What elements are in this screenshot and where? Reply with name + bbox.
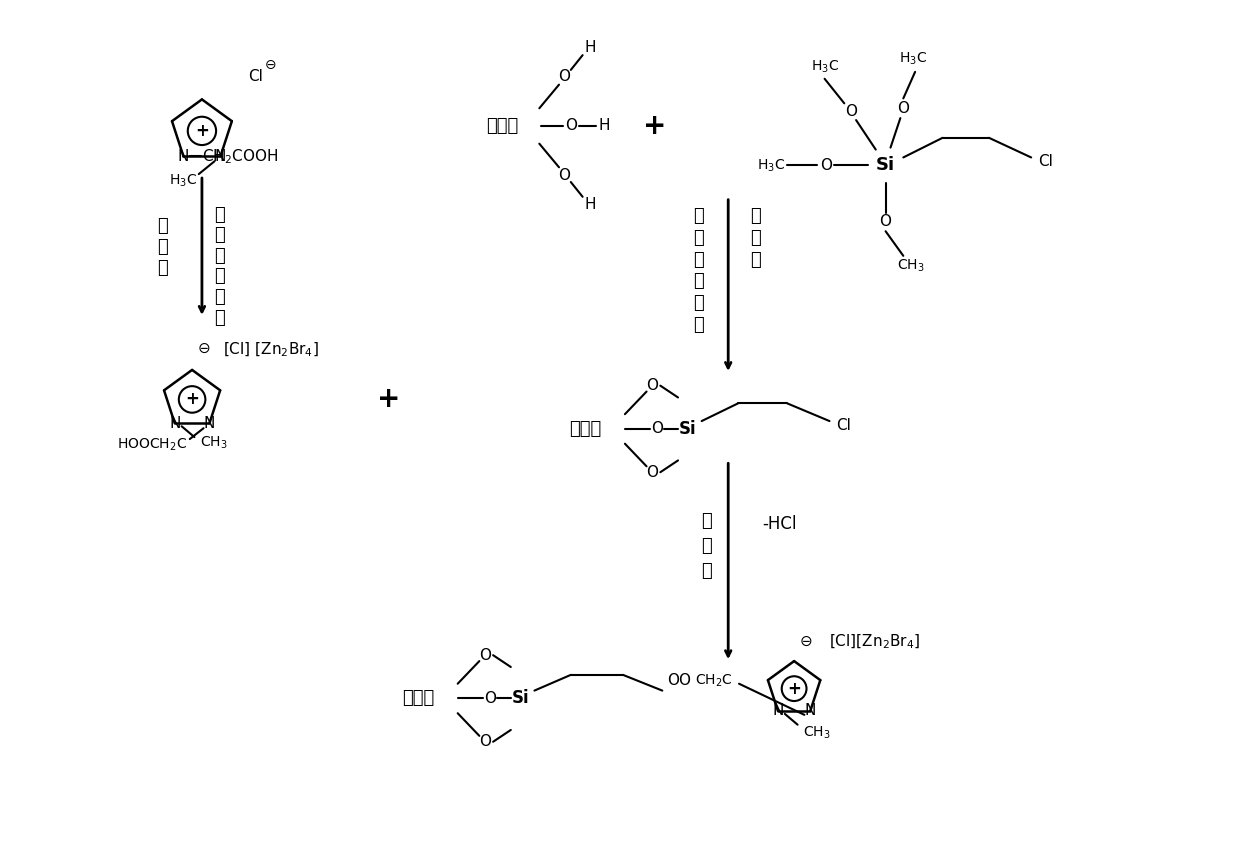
Text: H$_3$C: H$_3$C <box>811 59 838 75</box>
Text: +: + <box>642 112 666 140</box>
Text: N: N <box>203 416 215 431</box>
Text: 化: 化 <box>157 238 167 256</box>
Text: 液: 液 <box>215 288 224 306</box>
Text: Si: Si <box>512 689 529 707</box>
Text: -HCl: -HCl <box>763 516 796 534</box>
Text: O: O <box>651 421 663 437</box>
Text: O: O <box>564 118 577 134</box>
Text: 体: 体 <box>215 309 224 327</box>
Text: Si: Si <box>680 420 697 438</box>
Text: 分子筛: 分子筛 <box>402 689 434 707</box>
Text: H$_3$C: H$_3$C <box>758 157 785 174</box>
Text: O: O <box>479 648 491 663</box>
Text: CH$_3$: CH$_3$ <box>898 258 925 274</box>
Text: O: O <box>846 104 857 118</box>
Text: HOOCH$_2$C: HOOCH$_2$C <box>118 437 187 453</box>
Text: ⊖: ⊖ <box>265 58 277 72</box>
Text: 溴: 溴 <box>157 217 167 236</box>
Text: H: H <box>585 40 596 54</box>
Text: N: N <box>805 704 816 718</box>
Text: O: O <box>558 69 570 84</box>
Text: +: + <box>195 122 208 140</box>
Text: 化: 化 <box>701 562 712 580</box>
Text: Si: Si <box>875 157 895 174</box>
Text: H$_3$C: H$_3$C <box>169 173 197 189</box>
Text: O: O <box>484 691 496 706</box>
Text: O: O <box>898 100 909 116</box>
Text: O: O <box>879 214 892 229</box>
Text: 合: 合 <box>215 226 224 244</box>
Text: [Cl] [Zn$_2$Br$_4$]: [Cl] [Zn$_2$Br$_4$] <box>223 341 319 359</box>
Text: 分子筛: 分子筛 <box>569 420 601 438</box>
Text: 筛: 筛 <box>693 251 704 269</box>
Text: 载: 载 <box>701 537 712 555</box>
Text: 复: 复 <box>215 205 224 224</box>
Text: Cl: Cl <box>836 418 851 432</box>
Text: N: N <box>177 149 190 164</box>
Text: 烷: 烷 <box>693 294 704 312</box>
Text: 脱: 脱 <box>750 208 761 226</box>
Text: 子: 子 <box>215 267 224 285</box>
Text: +: + <box>377 386 401 414</box>
Text: H$_3$C: H$_3$C <box>899 51 928 67</box>
Text: 化: 化 <box>693 316 704 334</box>
Text: 分子筛: 分子筛 <box>486 117 518 135</box>
Text: O: O <box>821 157 832 173</box>
Text: N: N <box>215 149 226 164</box>
Text: 离: 离 <box>215 247 224 265</box>
Text: OO: OO <box>667 673 691 688</box>
Text: O: O <box>646 378 658 393</box>
Text: CH$_2$COOH: CH$_2$COOH <box>202 147 279 166</box>
Text: 固: 固 <box>701 512 712 530</box>
Text: O: O <box>558 168 570 183</box>
Text: Cl: Cl <box>1038 154 1053 168</box>
Text: N: N <box>773 704 784 718</box>
Text: ⊖: ⊖ <box>197 340 211 356</box>
Text: N: N <box>169 416 181 431</box>
Text: CH$_2$C: CH$_2$C <box>694 672 733 689</box>
Text: 乙: 乙 <box>750 229 761 247</box>
Text: H: H <box>585 197 596 212</box>
Text: +: + <box>787 680 801 698</box>
Text: H: H <box>599 118 610 134</box>
Text: CH$_3$: CH$_3$ <box>804 724 831 740</box>
Text: CH$_3$: CH$_3$ <box>201 435 228 451</box>
Text: Cl: Cl <box>248 69 263 84</box>
Text: +: + <box>185 391 200 408</box>
Text: O: O <box>479 734 491 749</box>
Text: 硅: 硅 <box>693 272 704 290</box>
Text: 子: 子 <box>693 229 704 247</box>
Text: O: O <box>646 465 658 480</box>
Text: 锌: 锌 <box>157 259 167 277</box>
Text: [Cl][Zn$_2$Br$_4$]: [Cl][Zn$_2$Br$_4$] <box>830 632 920 651</box>
Text: 分: 分 <box>693 208 704 226</box>
Text: ⊖: ⊖ <box>800 634 812 649</box>
Text: 醇: 醇 <box>750 251 761 269</box>
